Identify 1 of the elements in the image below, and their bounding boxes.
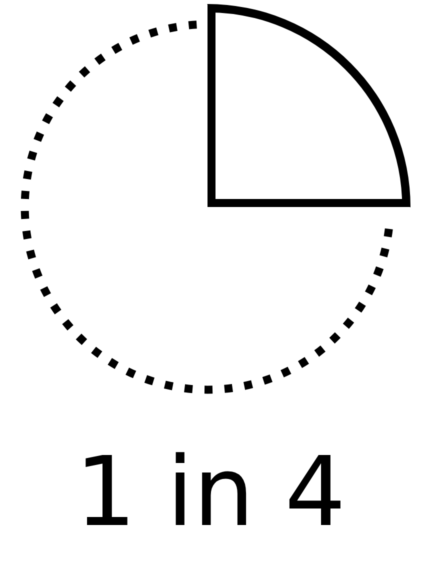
- text: 1 in 4: [74, 435, 347, 550]
